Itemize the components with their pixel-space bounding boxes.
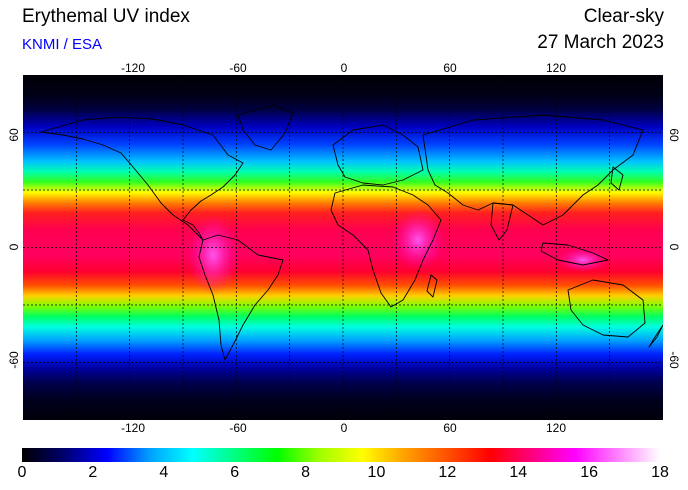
colorbar-tick-label: 8 [301, 464, 310, 481]
colorbar-tick-label: 16 [580, 464, 599, 481]
uv-index-map [23, 75, 663, 420]
colorbar-tick-label: 14 [509, 464, 528, 481]
colorbar-tick-label: 6 [230, 464, 240, 481]
australia-coast [567, 279, 646, 338]
africa-coast [330, 184, 442, 308]
colorbar-gradient [22, 448, 660, 462]
colorbar-tick-label: 2 [88, 464, 98, 481]
japan-coast [610, 166, 624, 191]
lon-tick-top: 120 [545, 61, 567, 75]
agency-label: KNMI / ESA [22, 36, 103, 53]
indonesia-coast [540, 242, 609, 266]
lon-tick-top: -120 [120, 61, 146, 75]
lon-tick-bottom: 0 [340, 421, 348, 435]
lon-tick-bottom: 60 [443, 421, 457, 435]
lat-tick-right: -60 [667, 351, 681, 369]
colorbar-tick-label: 18 [651, 464, 669, 481]
colorbar-tick-label: 4 [159, 464, 169, 481]
uv-colorbar [22, 448, 660, 462]
colorbar-tick-label: 10 [367, 464, 386, 481]
lon-tick-top: -60 [229, 61, 247, 75]
colorbar-tick-label: 12 [438, 464, 457, 481]
lon-tick-bottom: -60 [229, 421, 247, 435]
greenland-coast [237, 104, 294, 151]
lon-tick-bottom: -120 [120, 421, 146, 435]
new-zealand-coast [648, 324, 663, 348]
coastlines [40, 104, 663, 361]
lat-tick-right: 60 [667, 128, 681, 142]
lat-tick-right: 0 [667, 243, 681, 251]
lon-tick-top: 0 [340, 61, 348, 75]
graticule [23, 75, 663, 420]
south-america-coast [198, 234, 284, 361]
map-title: Erythemal UV index [22, 6, 190, 27]
india-coast [490, 202, 514, 241]
asia-coast [422, 114, 644, 226]
lat-tick-left: 0 [7, 243, 21, 251]
north-america-coast [40, 116, 244, 241]
date-label: 27 March 2023 [537, 32, 664, 53]
lat-tick-left: 60 [7, 128, 21, 142]
sky-condition-label: Clear-sky [583, 6, 664, 27]
madagascar-coast [426, 274, 438, 298]
east-africa-hotspot [392, 210, 444, 270]
colorbar-tick-label: 0 [17, 464, 27, 481]
indonesia-hotspot [557, 248, 609, 272]
lon-tick-top: 60 [443, 61, 457, 75]
lon-tick-bottom: 120 [545, 421, 567, 435]
lat-tick-left: -60 [7, 351, 21, 369]
europe-coast [332, 124, 424, 186]
